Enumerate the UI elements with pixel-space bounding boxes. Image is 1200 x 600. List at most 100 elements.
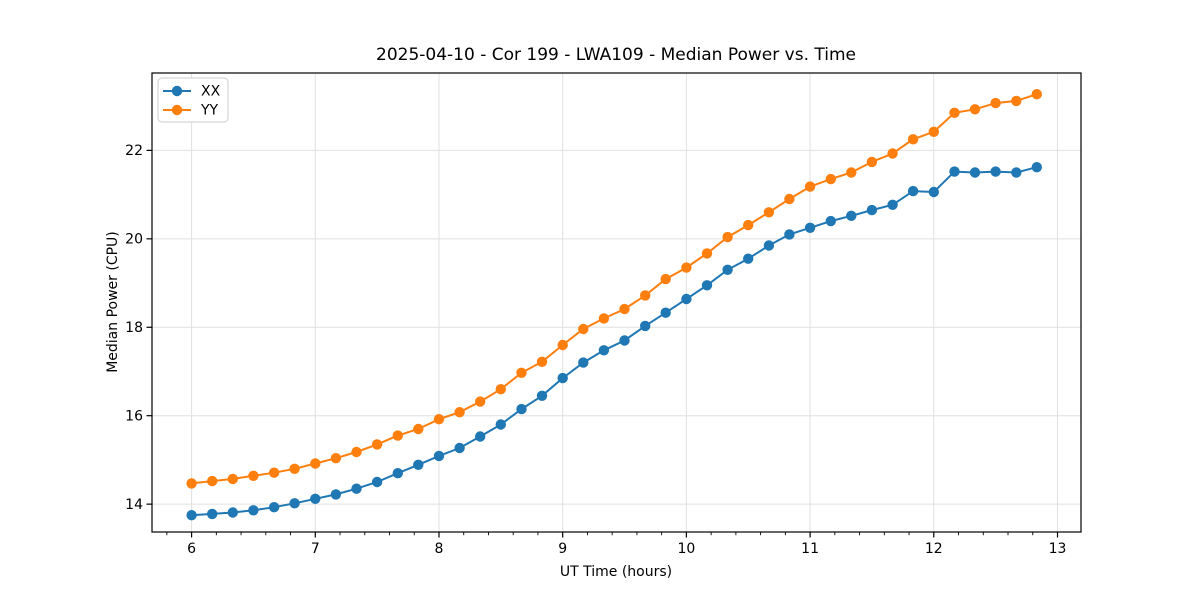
data-point-xx: [907, 185, 919, 197]
y-tick-label: 14: [125, 497, 143, 513]
x-tick-label: 10: [677, 541, 695, 557]
data-point-xx: [681, 293, 692, 305]
data-point-yy: [536, 356, 548, 367]
data-point-yy: [763, 207, 775, 218]
data-point-yy: [433, 414, 445, 425]
data-point-yy: [1011, 95, 1022, 107]
data-point-xx: [969, 167, 981, 178]
x-axis-label: UT Time (hours): [560, 564, 672, 580]
data-point-yy: [660, 273, 671, 285]
y-tick-label: 20: [125, 232, 143, 248]
y-tick-label: 22: [125, 143, 143, 159]
data-point-yy: [557, 339, 568, 351]
data-point-yy: [495, 384, 506, 395]
data-point-yy: [1031, 89, 1043, 100]
data-point-xx: [268, 502, 280, 513]
data-point-yy: [784, 193, 795, 205]
data-point-xx: [660, 307, 671, 318]
y-axis-label: Median Power (CPU): [105, 231, 121, 373]
x-tick-label: 9: [558, 541, 567, 557]
data-point-yy: [289, 463, 300, 474]
data-point-xx: [433, 450, 445, 462]
data-point-xx: [743, 253, 754, 264]
data-point-xx: [392, 468, 403, 479]
legend-marker-xx-icon: [171, 85, 183, 97]
data-point-xx: [536, 390, 548, 401]
data-point-xx: [330, 489, 342, 500]
data-point-yy: [990, 97, 1001, 109]
series-layer: [186, 89, 1043, 521]
data-point-xx: [454, 442, 465, 454]
data-point-xx: [516, 403, 527, 415]
data-point-xx: [475, 431, 486, 442]
data-point-xx: [722, 264, 733, 275]
data-point-xx: [495, 419, 506, 430]
y-tick-label: 18: [125, 320, 143, 336]
data-point-xx: [248, 505, 259, 516]
data-point-xx: [846, 210, 857, 221]
data-point-yy: [186, 478, 197, 489]
data-point-xx: [887, 199, 898, 210]
x-tick-label: 13: [1049, 541, 1067, 557]
data-point-xx: [866, 204, 878, 216]
data-point-xx: [371, 476, 383, 488]
data-point-xx: [784, 229, 795, 240]
data-point-xx: [701, 280, 713, 291]
data-point-yy: [310, 458, 321, 469]
legend-label-xx: XX: [201, 84, 221, 100]
tick-layer: 6 7 8 9 10 11 12 13 14 16 18 20 22: [125, 143, 1066, 557]
x-tick-label: 8: [435, 541, 444, 557]
data-point-yy: [248, 470, 259, 481]
data-point-xx: [825, 215, 836, 227]
data-point-yy: [227, 473, 238, 485]
data-point-yy: [371, 439, 383, 450]
data-point-yy: [866, 156, 878, 168]
data-point-xx: [949, 166, 960, 177]
data-point-yy: [969, 104, 981, 115]
data-point-xx: [413, 459, 424, 470]
data-point-yy: [268, 467, 280, 478]
data-point-yy: [907, 134, 919, 145]
data-point-yy: [701, 248, 713, 259]
data-point-xx: [207, 508, 218, 520]
data-point-xx: [763, 240, 775, 251]
data-point-yy: [351, 446, 362, 458]
x-tick-label: 6: [187, 541, 196, 557]
x-tick-label: 7: [311, 541, 320, 557]
data-point-yy: [598, 313, 610, 324]
legend: XX YY: [157, 77, 229, 123]
data-point-xx: [578, 357, 589, 368]
data-point-xx: [289, 498, 300, 509]
y-tick-label: 16: [125, 409, 143, 425]
data-point-yy: [454, 407, 465, 418]
data-point-yy: [743, 219, 754, 231]
data-point-yy: [207, 475, 218, 487]
data-point-xx: [598, 345, 610, 356]
data-point-yy: [619, 303, 630, 315]
data-point-xx: [310, 493, 321, 504]
data-point-xx: [1011, 167, 1022, 178]
data-point-xx: [804, 222, 816, 233]
legend-marker-yy-icon: [171, 104, 183, 116]
data-point-xx: [640, 320, 651, 332]
data-point-yy: [640, 290, 651, 301]
data-point-yy: [681, 262, 692, 273]
data-point-xx: [928, 186, 939, 198]
data-point-yy: [804, 181, 816, 192]
x-tick-label: 11: [801, 541, 819, 557]
data-point-xx: [227, 507, 238, 518]
data-point-yy: [392, 430, 403, 441]
data-point-yy: [722, 231, 733, 243]
data-point-xx: [557, 372, 568, 384]
data-point-xx: [990, 166, 1001, 177]
data-point-yy: [928, 126, 939, 137]
data-point-yy: [330, 453, 342, 464]
data-point-xx: [619, 335, 630, 346]
data-point-yy: [825, 173, 836, 185]
x-tick-label: 12: [925, 541, 943, 557]
grid-layer: [152, 73, 1081, 532]
series-line-yy: [191, 93, 1038, 485]
data-point-xx: [351, 483, 362, 494]
